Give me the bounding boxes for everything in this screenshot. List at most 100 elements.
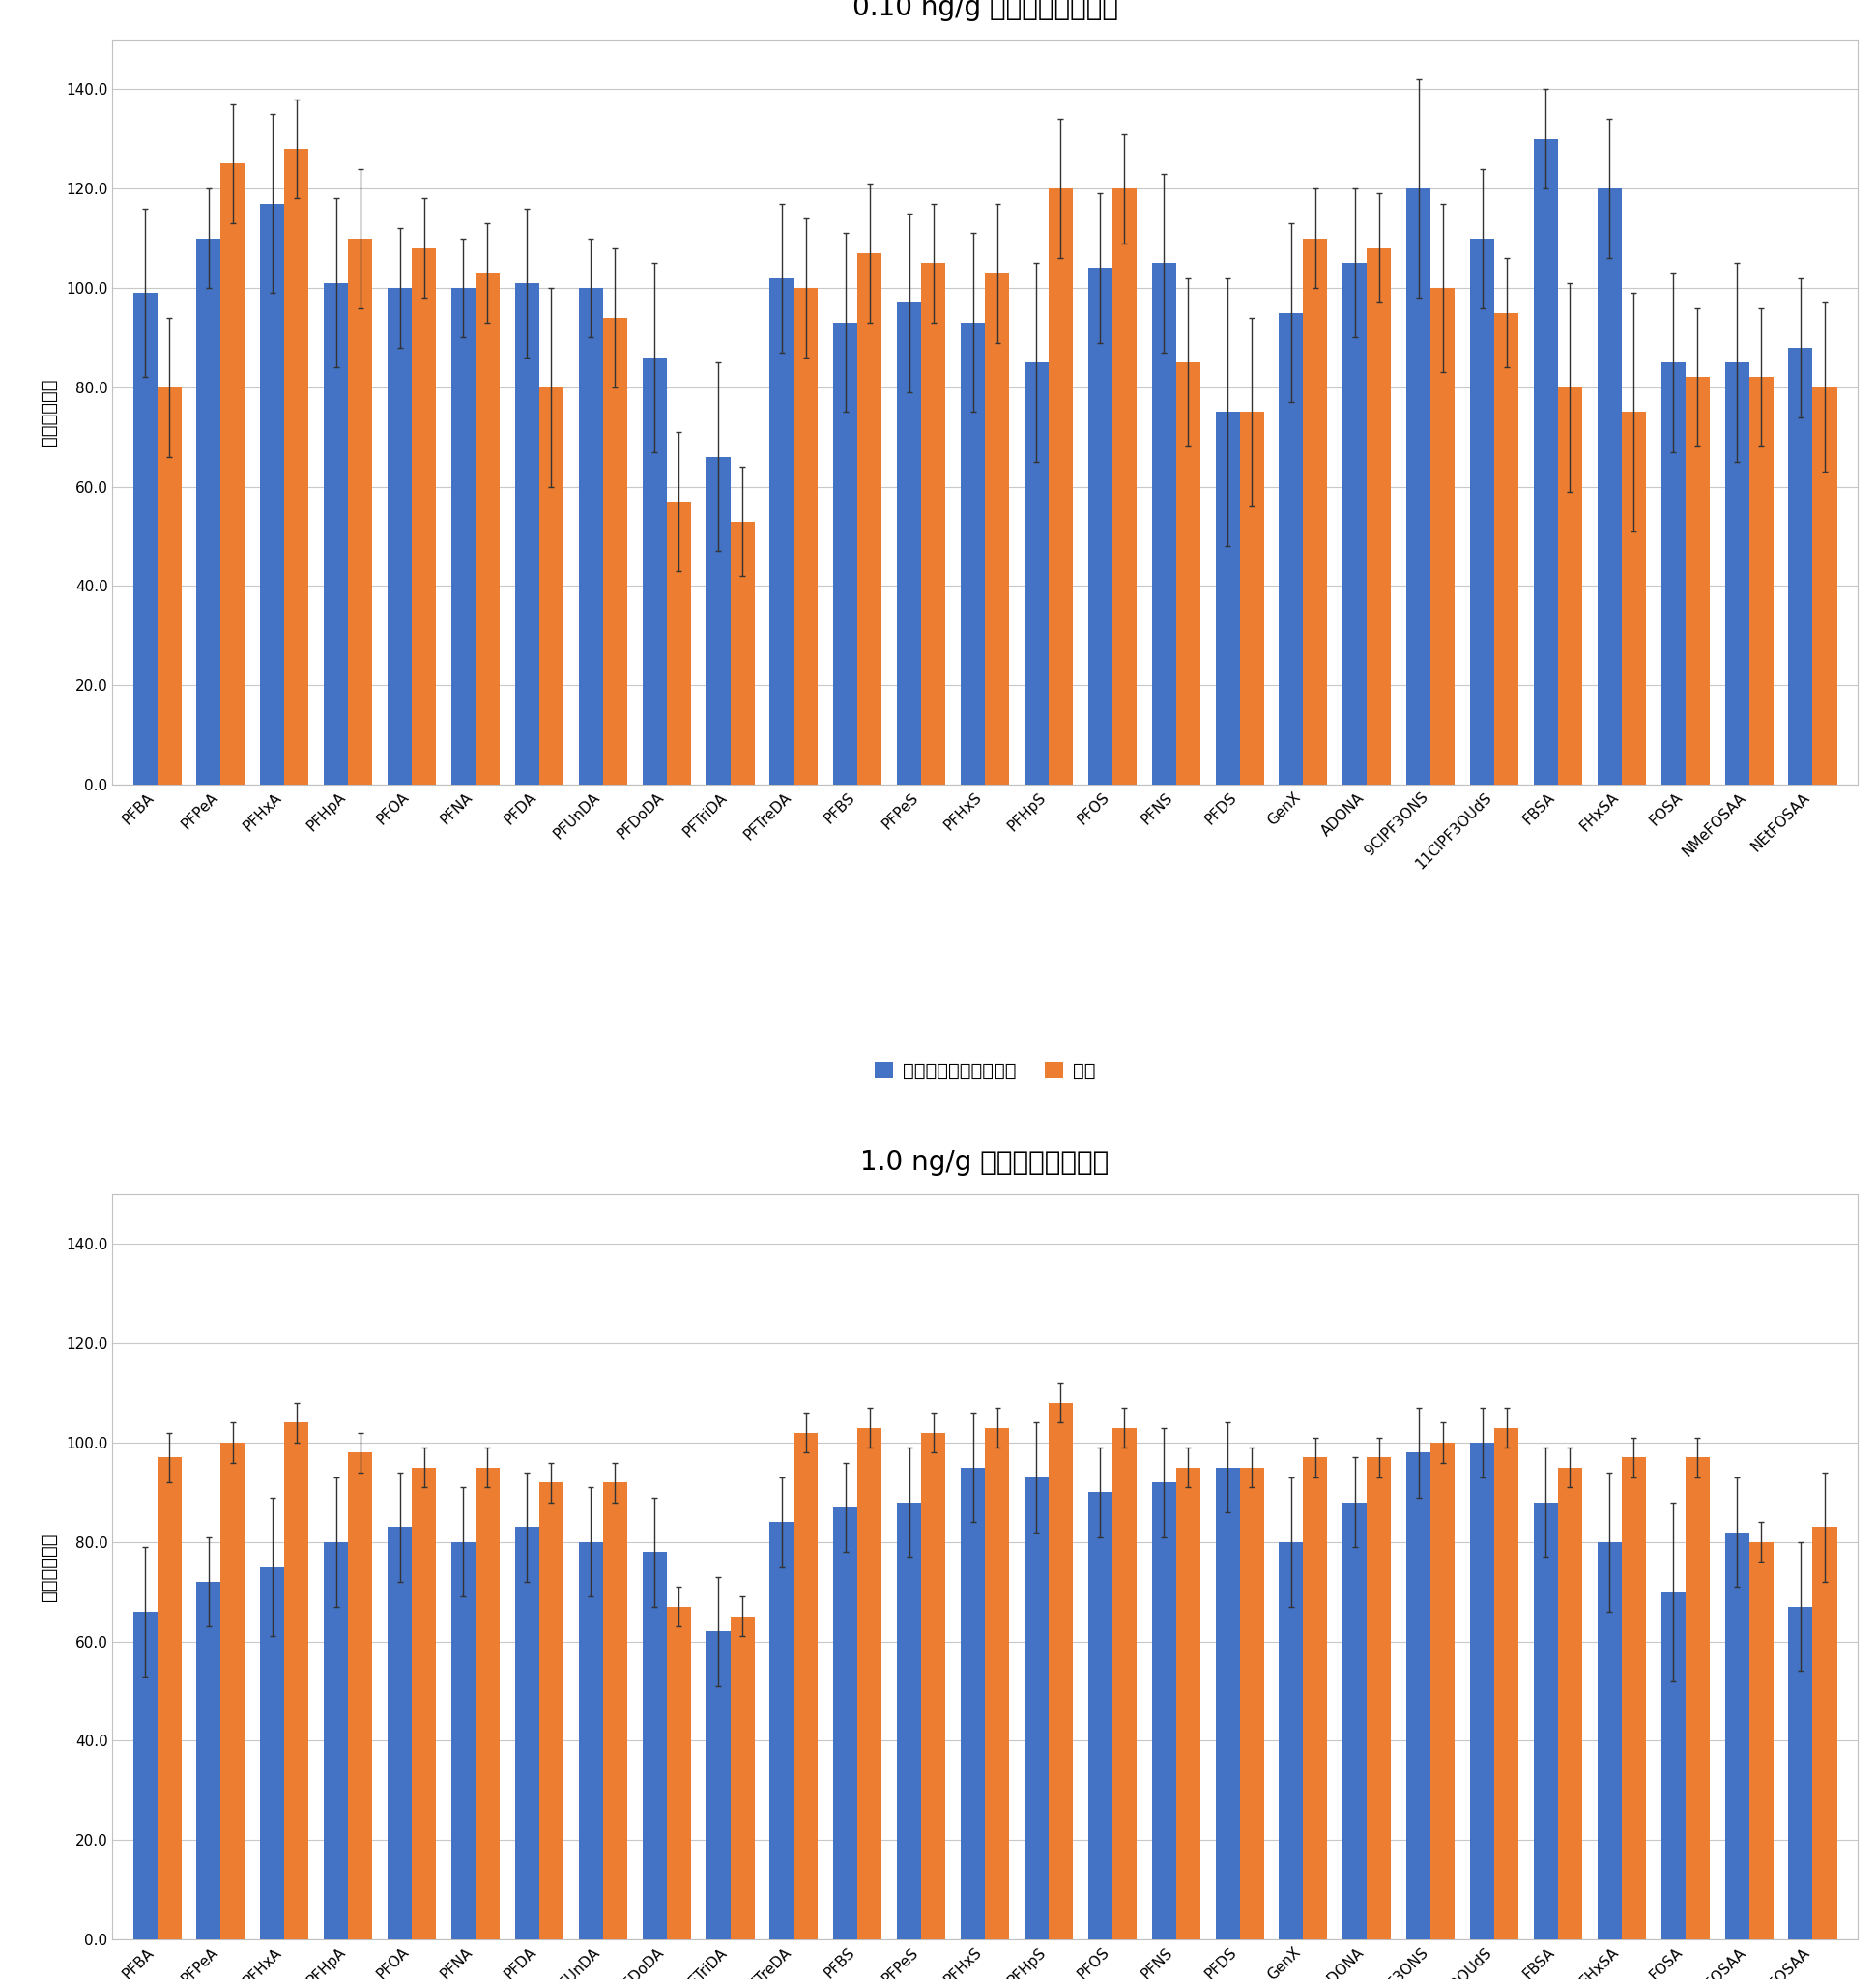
Bar	[666, 501, 690, 784]
Bar	[1049, 188, 1073, 784]
Bar	[1812, 1528, 1837, 1939]
Bar	[1343, 263, 1368, 784]
Bar	[1279, 313, 1304, 784]
Bar	[349, 1453, 371, 1939]
Bar	[325, 283, 349, 784]
Bar	[642, 1552, 666, 1939]
Bar	[897, 303, 921, 784]
Y-axis label: 回収率（％）: 回収率（％）	[39, 378, 58, 445]
Bar	[961, 1468, 985, 1939]
Bar	[794, 287, 818, 784]
Bar	[1368, 1459, 1392, 1939]
Bar	[666, 1607, 690, 1939]
Bar	[1471, 1443, 1495, 1939]
Bar	[1660, 362, 1685, 784]
Bar	[1788, 1607, 1812, 1939]
Bar	[1431, 1443, 1454, 1939]
Bar	[221, 164, 246, 784]
Bar	[475, 273, 499, 784]
Bar	[1812, 388, 1837, 784]
Bar	[1621, 1459, 1645, 1939]
Bar	[769, 277, 794, 784]
Bar	[1535, 1502, 1557, 1939]
Bar	[285, 148, 310, 784]
Bar	[133, 293, 158, 784]
Bar	[1724, 1532, 1748, 1939]
Bar	[1407, 1453, 1431, 1939]
Bar	[921, 1433, 946, 1939]
Bar	[1240, 1468, 1264, 1939]
Bar	[961, 323, 985, 784]
Bar	[1557, 1468, 1581, 1939]
Bar	[1685, 1459, 1709, 1939]
Bar	[1724, 362, 1748, 784]
Bar	[578, 287, 602, 784]
Bar	[1024, 362, 1049, 784]
Bar	[1368, 247, 1392, 784]
Bar	[730, 1617, 754, 1939]
Bar	[538, 388, 563, 784]
Bar	[1176, 1468, 1201, 1939]
Bar	[197, 237, 221, 784]
Bar	[1495, 1427, 1518, 1939]
Bar	[133, 1611, 158, 1939]
Title: 0.10 ng/g スパイクの回収率: 0.10 ng/g スパイクの回収率	[852, 0, 1118, 22]
Bar	[538, 1482, 563, 1939]
Bar	[1216, 412, 1240, 784]
Bar	[1598, 1542, 1621, 1939]
Bar	[516, 1528, 538, 1939]
Bar	[1176, 362, 1201, 784]
Bar	[1660, 1591, 1685, 1939]
Bar	[413, 247, 435, 784]
Bar	[1598, 188, 1621, 784]
Bar	[475, 1468, 499, 1939]
Bar	[158, 1459, 182, 1939]
Bar	[857, 1427, 882, 1939]
Bar	[1748, 1542, 1773, 1939]
Bar	[602, 319, 627, 784]
Bar	[388, 1528, 413, 1939]
Bar	[769, 1522, 794, 1939]
Bar	[1431, 287, 1454, 784]
Bar	[985, 273, 1009, 784]
Bar	[1152, 263, 1176, 784]
Bar	[413, 1468, 435, 1939]
Bar	[1152, 1482, 1176, 1939]
Bar	[705, 1631, 730, 1939]
Bar	[1621, 412, 1645, 784]
Bar	[705, 457, 730, 784]
Bar	[158, 388, 182, 784]
Bar	[516, 283, 538, 784]
Bar	[261, 204, 285, 784]
Title: 1.0 ng/g スパイクの回収率: 1.0 ng/g スパイクの回収率	[861, 1150, 1109, 1176]
Bar	[1685, 378, 1709, 784]
Bar	[285, 1423, 310, 1939]
Bar	[833, 323, 857, 784]
Bar	[1535, 139, 1557, 784]
Bar	[197, 1581, 221, 1939]
Bar	[221, 1443, 246, 1939]
Bar	[452, 287, 475, 784]
Bar	[1343, 1502, 1368, 1939]
Y-axis label: 回収率（％）: 回収率（％）	[39, 1534, 58, 1601]
Bar	[349, 237, 371, 784]
Bar	[602, 1482, 627, 1939]
Bar	[921, 263, 946, 784]
Bar	[1049, 1403, 1073, 1939]
Bar	[1407, 188, 1431, 784]
Bar	[730, 520, 754, 784]
Bar	[1748, 378, 1773, 784]
Bar	[1788, 348, 1812, 784]
Bar	[1088, 1492, 1112, 1939]
Bar	[642, 358, 666, 784]
Bar	[1240, 412, 1264, 784]
Bar	[1024, 1478, 1049, 1939]
Bar	[452, 1542, 475, 1939]
Bar	[857, 253, 882, 784]
Legend: マトリックスマッチド, 溶媒: マトリックスマッチド, 溶媒	[867, 1055, 1103, 1088]
Bar	[833, 1508, 857, 1939]
Bar	[1304, 1459, 1328, 1939]
Bar	[985, 1427, 1009, 1939]
Bar	[1495, 313, 1518, 784]
Bar	[1304, 237, 1328, 784]
